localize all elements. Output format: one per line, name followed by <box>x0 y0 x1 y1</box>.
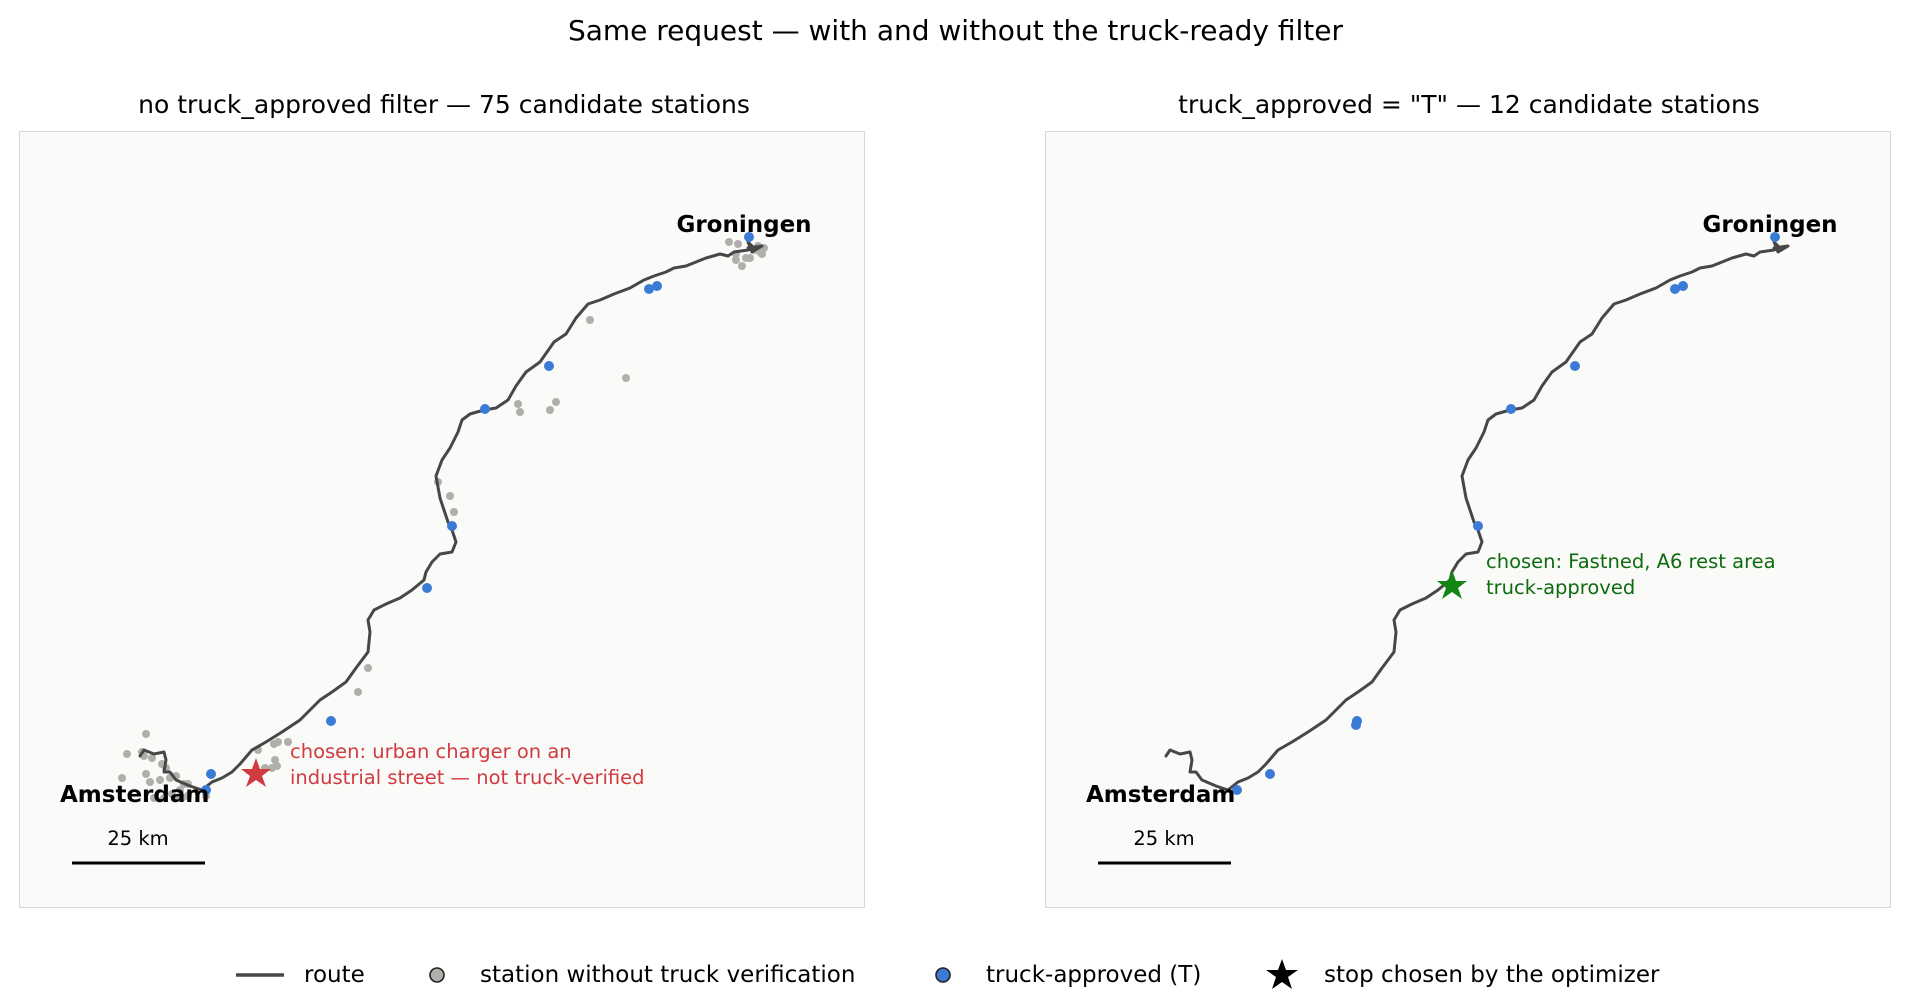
unverified-station-dot <box>732 256 740 264</box>
truck-approved-station-dot <box>644 284 654 294</box>
route-line <box>1164 240 1790 792</box>
panel-title-left: no truck_approved filter — 75 candidate … <box>138 90 750 119</box>
truck-approved-stations-group <box>1232 232 1780 795</box>
truck-approved-station-dot <box>1770 232 1780 242</box>
unverified-station-dot <box>118 774 126 782</box>
unverified-station-dot <box>738 262 746 270</box>
truck-approved-station-dot <box>1570 361 1580 371</box>
unverified-station-dot <box>168 790 176 798</box>
chosen-annotation-line2: truck-approved <box>1486 576 1635 599</box>
unverified-station-dot <box>450 508 458 516</box>
unverified-station-dot <box>354 688 362 696</box>
legend-label-approved: truck-approved (T) <box>986 962 1202 988</box>
unverified-station-dot <box>123 750 131 758</box>
truck-approved-station-dot <box>480 404 490 414</box>
city-label-groningen: Groningen <box>676 212 811 238</box>
chosen-annotation-line1: chosen: Fastned, A6 rest area <box>1486 550 1776 573</box>
map-panel-unfiltered: Groningen Amsterdam chosen: urban charge… <box>19 131 865 908</box>
legend-item-approved: truck-approved (T) <box>930 955 1201 995</box>
star-icon <box>1266 959 1298 989</box>
unverified-station-dot <box>725 238 733 246</box>
legend-item-unverified: station without truck verification <box>424 955 855 995</box>
truck-approved-station-dot <box>206 769 216 779</box>
unverified-station-dot <box>150 794 158 802</box>
legend: route station without truck verification… <box>0 955 1911 995</box>
truck-approved-station-dot <box>1473 521 1483 531</box>
legend-label-route: route <box>304 962 365 988</box>
route-line <box>138 240 764 792</box>
unverified-station-dot <box>142 730 150 738</box>
unverified-station-dot <box>552 398 560 406</box>
panel-title-right: truck_approved = "T" — 12 candidate stat… <box>1178 90 1760 119</box>
unverified-station-dot <box>284 738 292 746</box>
truck-approved-station-dot <box>1351 720 1361 730</box>
truck-approved-station-dot <box>201 785 211 795</box>
scale-bar-label: 25 km <box>107 827 168 850</box>
unverified-station-dot <box>146 778 154 786</box>
grey-dot-icon <box>429 967 445 983</box>
route-line-icon <box>236 973 284 977</box>
unverified-stations-group <box>118 238 768 802</box>
chosen-stop-star <box>1437 570 1467 599</box>
truck-approved-station-dot <box>1678 281 1688 291</box>
truck-approved-station-dot <box>447 521 457 531</box>
unverified-station-dot <box>514 400 522 408</box>
truck-approved-station-dot <box>1670 284 1680 294</box>
truck-approved-station-dot <box>744 232 754 242</box>
unverified-station-dot <box>734 240 742 248</box>
unverified-station-dot <box>364 664 372 672</box>
unverified-station-dot <box>622 374 630 382</box>
scale-bar-label: 25 km <box>1133 827 1194 850</box>
legend-item-route: route <box>234 955 365 995</box>
unverified-station-dot <box>446 492 454 500</box>
map-canvas-left: Groningen Amsterdam chosen: urban charge… <box>60 212 812 865</box>
map-panel-truck-filtered: Groningen Amsterdam chosen: Fastned, A6 … <box>1045 131 1891 908</box>
truck-approved-station-dot <box>652 281 662 291</box>
unverified-station-dot <box>142 770 150 778</box>
truck-approved-station-dot <box>1506 404 1516 414</box>
unverified-station-dot <box>546 406 554 414</box>
unverified-station-dot <box>160 794 168 802</box>
truck-approved-station-dot <box>544 361 554 371</box>
figure-title: Same request — with and without the truc… <box>567 14 1344 47</box>
chosen-annotation-line2: industrial street — not truck-verified <box>290 766 645 789</box>
truck-approved-station-dot <box>422 583 432 593</box>
legend-item-chosen: stop chosen by the optimizer <box>1264 955 1659 995</box>
map-canvas-right: Groningen Amsterdam chosen: Fastned, A6 … <box>1086 212 1838 865</box>
unverified-station-dot <box>176 786 184 794</box>
truck-approved-station-dot <box>326 716 336 726</box>
city-label-amsterdam: Amsterdam <box>60 782 209 808</box>
unverified-station-dot <box>516 408 524 416</box>
unverified-station-dot <box>268 764 276 772</box>
legend-label-chosen: stop chosen by the optimizer <box>1324 962 1660 988</box>
legend-label-unverified: station without truck verification <box>480 962 856 988</box>
truck-approved-station-dot <box>1265 769 1275 779</box>
blue-dot-icon <box>935 967 951 983</box>
unverified-station-dot <box>274 738 282 746</box>
unverified-station-dot <box>178 794 186 802</box>
unverified-station-dot <box>586 316 594 324</box>
truck-approved-station-dot <box>1232 785 1242 795</box>
city-label-groningen: Groningen <box>1702 212 1837 238</box>
unverified-station-dot <box>156 776 164 784</box>
chosen-stop-star <box>241 758 271 787</box>
unverified-station-dot <box>746 254 754 262</box>
unverified-station-dot <box>148 754 156 762</box>
truck-approved-stations-group <box>201 232 754 795</box>
city-label-amsterdam: Amsterdam <box>1086 782 1235 808</box>
chosen-annotation-line1: chosen: urban charger on an <box>290 740 572 763</box>
